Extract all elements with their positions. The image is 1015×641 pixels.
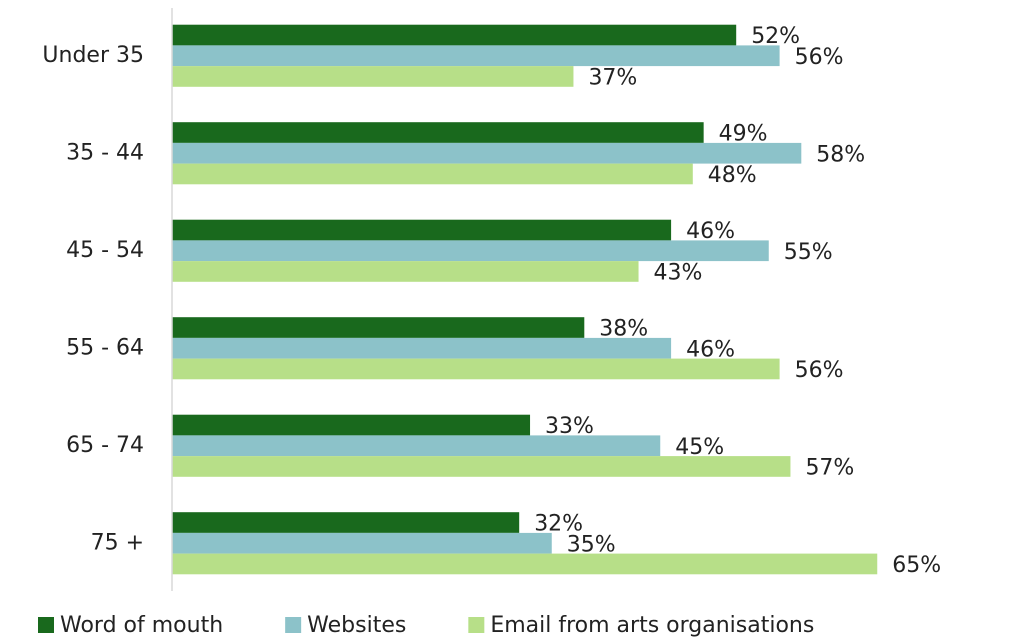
- data-label: 55%: [784, 240, 833, 265]
- legend-label: Websites: [307, 613, 406, 638]
- legend-swatch: [468, 617, 485, 633]
- data-label: 57%: [805, 455, 854, 480]
- bar: [172, 45, 780, 67]
- bar: [172, 261, 639, 282]
- data-label: 33%: [545, 414, 594, 439]
- y-tick-label: Under 35: [42, 43, 144, 68]
- data-label: 46%: [686, 337, 735, 362]
- data-label: 46%: [686, 219, 735, 244]
- data-label: 49%: [719, 122, 768, 147]
- data-label: 45%: [675, 435, 724, 460]
- bar: [172, 163, 693, 185]
- bar: [172, 414, 531, 436]
- y-tick-label: 35 - 44: [66, 140, 144, 165]
- bar: [172, 317, 585, 338]
- data-label: 58%: [816, 142, 865, 167]
- data-label: 37%: [588, 65, 637, 90]
- legend-swatch: [285, 617, 302, 633]
- y-tick-label: 75 +: [91, 530, 144, 555]
- legend-label: Word of mouth: [60, 613, 223, 638]
- data-label: 32%: [534, 512, 583, 537]
- y-tick-label: 65 - 74: [66, 433, 144, 458]
- data-label: 65%: [892, 553, 941, 578]
- data-label: 48%: [708, 163, 757, 188]
- bar: [172, 240, 769, 262]
- bar: [172, 435, 661, 457]
- y-tick-label: 45 - 54: [66, 238, 144, 263]
- bar: [172, 219, 672, 241]
- bar: [172, 142, 802, 164]
- bar: [172, 24, 737, 46]
- data-label: 38%: [599, 317, 648, 342]
- bar: [172, 358, 780, 380]
- bar: [172, 512, 520, 533]
- bar: [172, 122, 704, 143]
- data-label: 56%: [795, 45, 844, 70]
- data-label: 43%: [654, 260, 703, 285]
- data-label: 35%: [567, 532, 616, 557]
- data-label: 52%: [751, 24, 800, 49]
- bar: [172, 532, 552, 554]
- data-label: 56%: [795, 358, 844, 383]
- y-tick-label: 55 - 64: [66, 335, 144, 360]
- legend-label: Email from arts organisations: [490, 613, 814, 638]
- bar: [172, 456, 791, 477]
- legend-swatch: [38, 617, 54, 633]
- bar: [172, 553, 878, 575]
- bar: [172, 337, 672, 359]
- bar: [172, 66, 574, 87]
